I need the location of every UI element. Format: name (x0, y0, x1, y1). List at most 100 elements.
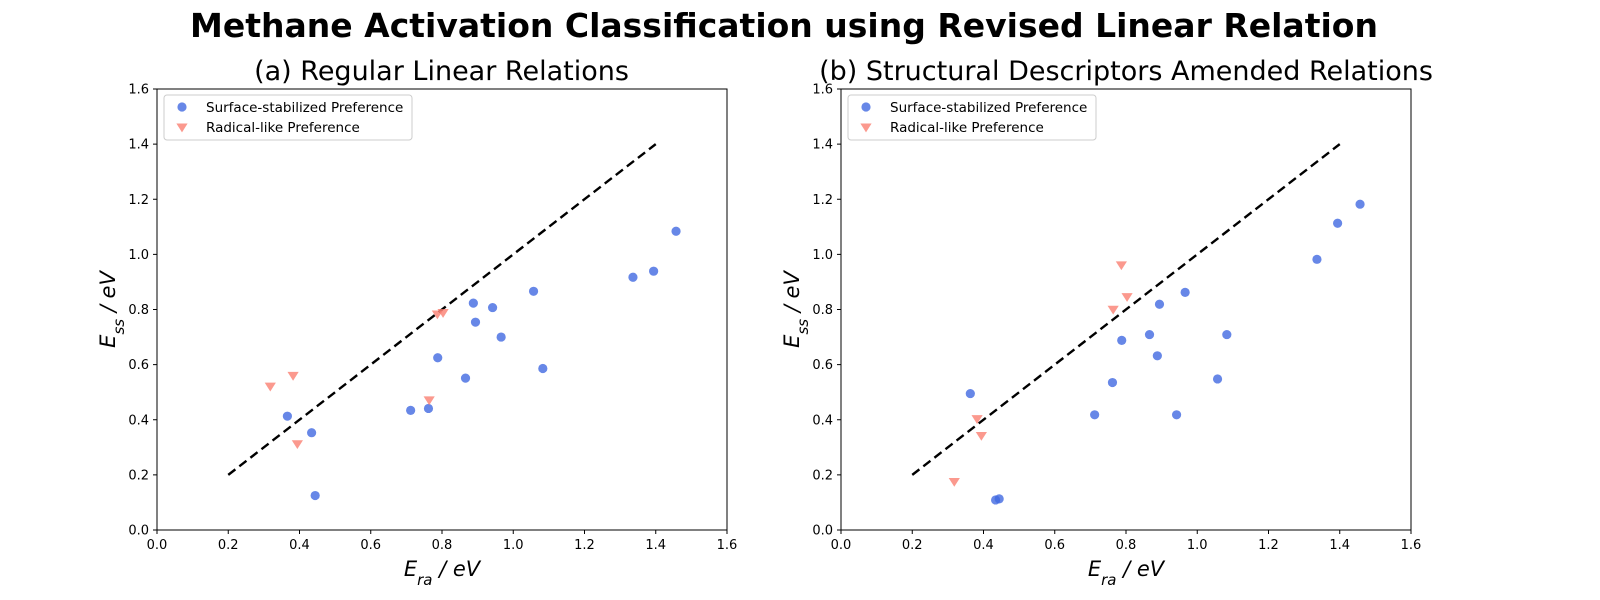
data-point (433, 353, 443, 363)
x-tick-label: 1.0 (503, 538, 524, 553)
data-point (1312, 254, 1322, 264)
x-tick-label: 0.4 (973, 538, 994, 553)
data-point (1212, 374, 1223, 384)
data-point (287, 371, 299, 381)
data-point (1107, 377, 1118, 388)
legend-marker (860, 123, 872, 133)
x-tick-label: 1.4 (1329, 538, 1350, 553)
y-tick-label: 0.2 (128, 468, 149, 483)
legend: Surface-stabilized Preference Radical-lik… (847, 94, 1097, 141)
data-point (1107, 305, 1119, 315)
y-tick-label: 0.0 (128, 524, 149, 539)
y-tick-label: 0.0 (812, 524, 833, 539)
x-tick-label: 0.6 (1044, 538, 1065, 553)
data-point (437, 309, 449, 318)
data-point (965, 388, 975, 399)
y-axis-label: Ess / eV (780, 270, 812, 348)
data-point (671, 226, 681, 236)
x-tick-label: 1.2 (1258, 538, 1279, 553)
data-point (628, 272, 638, 282)
legend-label: Radical-like Preference (890, 120, 1044, 136)
chart-title: (a) Regular Linear Relations (254, 56, 629, 87)
data-point (975, 431, 987, 441)
y-tick-label: 0.6 (128, 358, 149, 373)
x-tick-label: 0.4 (289, 538, 310, 553)
data-point (406, 405, 416, 415)
y-tick-label: 0.2 (812, 468, 833, 483)
data-point (1171, 410, 1182, 420)
legend-marker (861, 102, 871, 112)
legend-label: Radical-like Preference (206, 120, 360, 136)
legend: Surface-stabilized Preference Radical-lik… (163, 94, 413, 141)
y-tick-label: 0.6 (812, 358, 833, 373)
y-tick-label: 1.2 (128, 193, 149, 208)
data-point (971, 415, 983, 424)
data-point (291, 440, 303, 450)
chart-panel-b: (b) Structural Descriptors Amended Relat… (780, 56, 1433, 589)
data-point (1090, 410, 1100, 420)
y-tick-label: 1.0 (812, 248, 833, 263)
x-tick-label: 1.6 (717, 538, 738, 553)
data-point (1180, 287, 1190, 298)
x-axis-label: Era / eV (404, 557, 482, 589)
x-tick-label: 1.6 (1401, 538, 1422, 553)
legend-marker (176, 123, 188, 133)
y-tick-label: 0.4 (812, 413, 833, 428)
data-point (528, 286, 539, 296)
data-point (487, 302, 498, 313)
data-point (1121, 293, 1133, 302)
data-point (1152, 351, 1162, 361)
data-point (496, 332, 506, 342)
data-point (538, 363, 548, 374)
legend-marker (177, 102, 187, 112)
data-point (307, 428, 317, 438)
data-point (649, 266, 659, 276)
data-point (1222, 329, 1232, 340)
x-tick-label: 0.6 (360, 538, 381, 553)
legend-label: Surface-stabilized Preference (206, 100, 403, 116)
legend-label: Surface-stabilized Preference (890, 100, 1087, 116)
x-tick-label: 0.8 (432, 538, 453, 553)
y-tick-label: 0.8 (812, 303, 833, 318)
x-tick-label: 0.2 (902, 538, 923, 553)
data-point (994, 494, 1004, 504)
y-tick-label: 1.0 (128, 248, 149, 263)
x-tick-label: 0.0 (831, 538, 852, 553)
y-tick-label: 1.2 (812, 193, 833, 208)
reference-line (911, 143, 1341, 476)
data-point (264, 382, 276, 392)
x-tick-label: 0.0 (147, 538, 168, 553)
data-point (948, 478, 960, 487)
x-tick-label: 1.0 (1187, 538, 1208, 553)
data-point (282, 411, 292, 421)
legend-box (163, 94, 413, 141)
data-point (1115, 261, 1127, 271)
y-axis-label: Ess / eV (96, 270, 128, 348)
data-point (1154, 299, 1165, 309)
data-point (460, 373, 471, 383)
y-tick-label: 1.6 (812, 83, 833, 98)
data-point (1117, 335, 1127, 345)
chart-title: (b) Structural Descriptors Amended Relat… (819, 56, 1433, 87)
data-point (310, 490, 320, 501)
x-tick-label: 1.2 (574, 538, 595, 553)
data-point (1144, 329, 1155, 340)
x-tick-label: 0.8 (1116, 538, 1137, 553)
y-tick-label: 1.4 (128, 138, 149, 153)
figure-title: Methane Activation Classification using … (190, 6, 1378, 45)
data-point (468, 298, 478, 308)
data-point (1333, 218, 1343, 228)
chart-panel-a: (a) Regular Linear Relations 0.0 0.2 0.4 0.… (96, 56, 737, 589)
x-tick-label: 1.4 (645, 538, 666, 553)
y-tick-label: 1.4 (812, 138, 833, 153)
y-tick-label: 0.4 (128, 413, 149, 428)
legend-box (847, 94, 1097, 141)
x-tick-label: 0.2 (218, 538, 239, 553)
y-tick-label: 1.6 (128, 83, 149, 98)
data-point (1355, 199, 1365, 209)
data-point (423, 396, 435, 406)
data-point (470, 317, 481, 327)
y-tick-label: 0.8 (128, 303, 149, 318)
data-point (423, 403, 434, 414)
